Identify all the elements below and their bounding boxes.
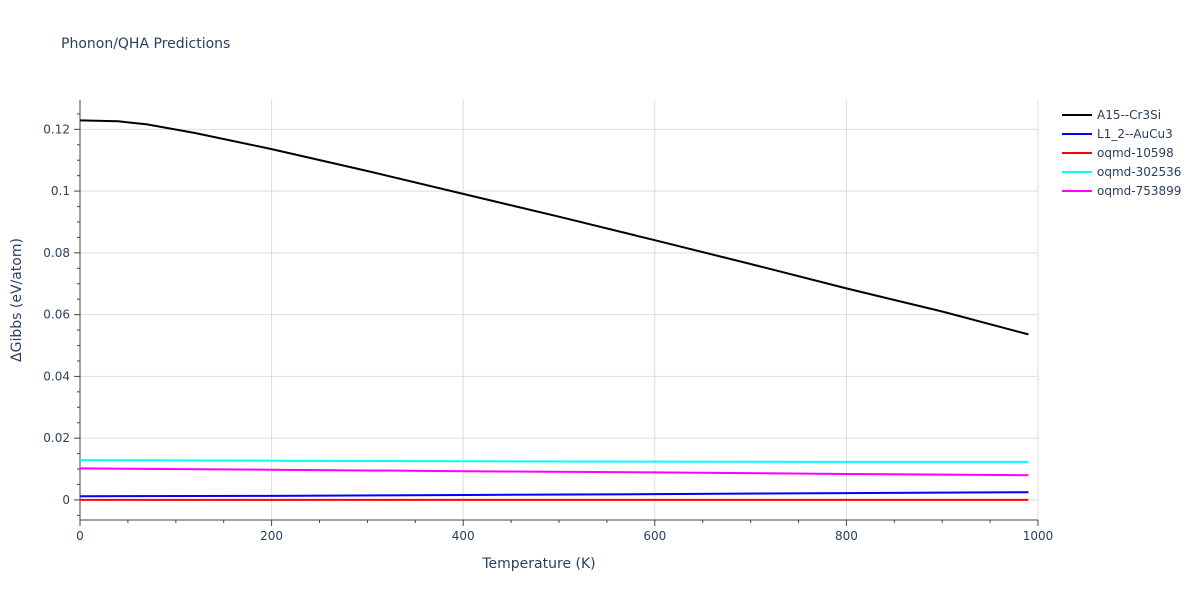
legend-label: L1_2--AuCu3 bbox=[1097, 127, 1173, 141]
y-tick-label: 0.1 bbox=[51, 184, 70, 198]
series-line-a15-cr3si bbox=[79, 119, 1029, 336]
x-axis-label: Temperature (K) bbox=[481, 556, 595, 572]
y-axis-label: ΔGibbs (eV/atom) bbox=[9, 238, 25, 362]
x-tick-label: 200 bbox=[260, 529, 283, 543]
series-line-l1-2-aucu3 bbox=[79, 491, 1029, 498]
series-line-oqmd-753899 bbox=[79, 467, 1029, 477]
chart-title: Phonon/QHA Predictions bbox=[61, 36, 231, 52]
axes: 0 200 400 600 800 1000 0 0.02 0.04 0.06 0.08 0.1 0.1… bbox=[43, 100, 1053, 543]
legend-label: oqmd-302536 bbox=[1097, 165, 1181, 179]
legend: A15--Cr3Si L1_2--AuCu3 oqmd-10598 oqmd-3025… bbox=[1062, 108, 1181, 198]
x-tick-label: 1000 bbox=[1023, 529, 1054, 543]
y-tick-label: 0.12 bbox=[43, 122, 70, 136]
legend-label: A15--Cr3Si bbox=[1097, 108, 1161, 122]
y-tick-label: 0.02 bbox=[43, 431, 70, 445]
series-lines bbox=[79, 119, 1029, 501]
y-tick-label: 0.06 bbox=[43, 308, 70, 322]
y-tick-label: 0.04 bbox=[43, 369, 70, 383]
legend-label: oqmd-10598 bbox=[1097, 146, 1174, 160]
y-tick-label: 0 bbox=[62, 493, 70, 507]
x-tick-label: 400 bbox=[452, 529, 475, 543]
grid bbox=[80, 100, 1039, 520]
x-tick-label: 800 bbox=[835, 529, 858, 543]
series-line-oqmd-302536 bbox=[79, 459, 1029, 463]
x-tick-label: 600 bbox=[643, 529, 666, 543]
x-tick-label: 0 bbox=[76, 529, 84, 543]
y-tick-label: 0.08 bbox=[43, 246, 70, 260]
legend-label: oqmd-753899 bbox=[1097, 184, 1181, 198]
